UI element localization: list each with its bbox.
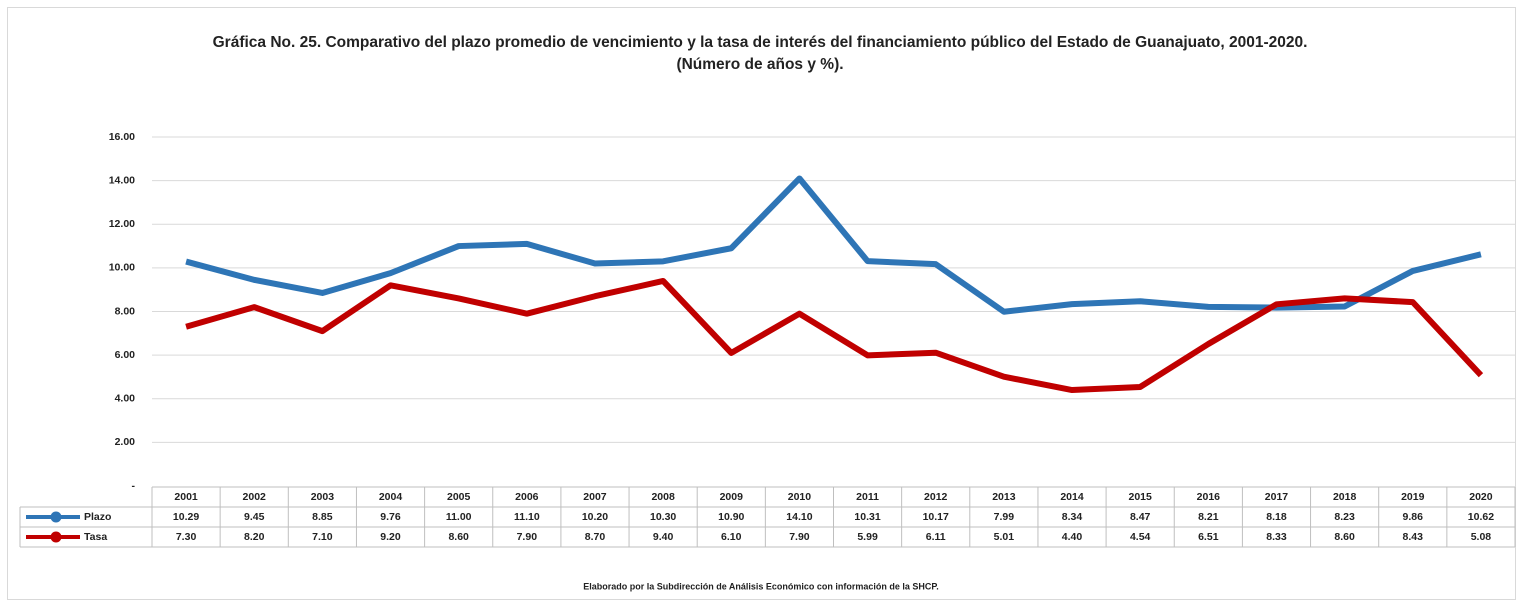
x-tick-label: 2006 — [515, 491, 539, 503]
table-value: 8.47 — [1130, 511, 1151, 523]
x-tick-label: 2004 — [379, 491, 403, 503]
y-tick-label: 4.00 — [115, 393, 136, 405]
table-value: 8.70 — [585, 531, 606, 543]
table-value: 8.23 — [1334, 511, 1355, 523]
y-tick-label: 16.00 — [109, 131, 135, 143]
table-value: 5.01 — [994, 531, 1015, 543]
table-value: 8.43 — [1403, 531, 1424, 543]
y-tick-label: 6.00 — [115, 349, 136, 361]
x-tick-label: 2008 — [651, 491, 675, 503]
x-tick-label: 2014 — [1060, 491, 1084, 503]
table-value: 10.29 — [173, 511, 199, 523]
table-value: 10.62 — [1468, 511, 1494, 523]
table-value: 10.20 — [582, 511, 608, 523]
table-value: 9.76 — [380, 511, 401, 523]
table-value: 8.60 — [1334, 531, 1355, 543]
x-tick-label: 2020 — [1469, 491, 1493, 503]
table-value: 10.30 — [650, 511, 676, 523]
table-value: 4.54 — [1130, 531, 1151, 543]
x-tick-label: 2018 — [1333, 491, 1357, 503]
table-value: 10.17 — [923, 511, 949, 523]
x-tick-label: 2003 — [311, 491, 335, 503]
table-value: 9.45 — [244, 511, 265, 523]
table-value: 8.21 — [1198, 511, 1219, 523]
legend-label: Plazo — [84, 511, 111, 523]
x-tick-label: 2012 — [924, 491, 948, 503]
table-value: 6.51 — [1198, 531, 1219, 543]
x-tick-label: 2011 — [856, 491, 879, 503]
table-value: 7.90 — [789, 531, 810, 543]
chart-border — [7, 7, 1516, 600]
table-value: 4.40 — [1062, 531, 1083, 543]
table-value: 8.20 — [244, 531, 265, 543]
x-tick-label: 2010 — [788, 491, 812, 503]
table-value: 7.10 — [312, 531, 333, 543]
x-tick-label: 2001 — [174, 491, 198, 503]
table-value: 8.85 — [312, 511, 333, 523]
legend-marker — [50, 531, 62, 543]
table-value: 11.00 — [446, 511, 472, 523]
y-tick-label: 8.00 — [115, 305, 136, 317]
table-value: 5.08 — [1471, 531, 1492, 543]
table-value: 9.20 — [380, 531, 401, 543]
table-value: 5.99 — [857, 531, 878, 543]
y-tick-label: 10.00 — [109, 262, 135, 274]
x-tick-label: 2013 — [992, 491, 1016, 503]
x-tick-label: 2002 — [243, 491, 267, 503]
x-tick-label: 2009 — [720, 491, 744, 503]
table-value: 7.90 — [517, 531, 538, 543]
table-value: 7.30 — [176, 531, 197, 543]
table-value: 6.11 — [926, 531, 946, 543]
source-note: Elaborado por la Subdirección de Análisi… — [583, 581, 939, 591]
table-value: 9.86 — [1403, 511, 1424, 523]
x-tick-label: 2016 — [1197, 491, 1221, 503]
x-tick-label: 2015 — [1128, 491, 1152, 503]
table-value: 14.10 — [786, 511, 812, 523]
table-value: 8.34 — [1062, 511, 1083, 523]
chart-title: Gráfica No. 25. Comparativo del plazo pr… — [212, 34, 1308, 73]
table-value: 8.18 — [1266, 511, 1287, 523]
table-value: 8.60 — [448, 531, 469, 543]
table-value: 7.99 — [994, 511, 1015, 523]
y-tick-label: 2.00 — [115, 436, 136, 448]
y-tick-label: 12.00 — [109, 218, 135, 230]
legend-marker — [50, 511, 62, 523]
legend-label: Tasa — [84, 531, 107, 543]
table-value: 10.90 — [718, 511, 744, 523]
table-value: 11.10 — [514, 511, 540, 523]
table-value: 10.31 — [854, 511, 880, 523]
x-tick-label: 2005 — [447, 491, 471, 503]
series-line — [185, 277, 1484, 394]
y-tick-label: - — [132, 480, 136, 492]
x-tick-label: 2007 — [583, 491, 607, 503]
table-value: 8.33 — [1266, 531, 1287, 543]
y-tick-label: 14.00 — [109, 174, 135, 186]
table-value: 9.40 — [653, 531, 674, 543]
x-tick-label: 2017 — [1265, 491, 1289, 503]
x-tick-label: 2019 — [1401, 491, 1425, 503]
table-value: 6.10 — [721, 531, 742, 543]
